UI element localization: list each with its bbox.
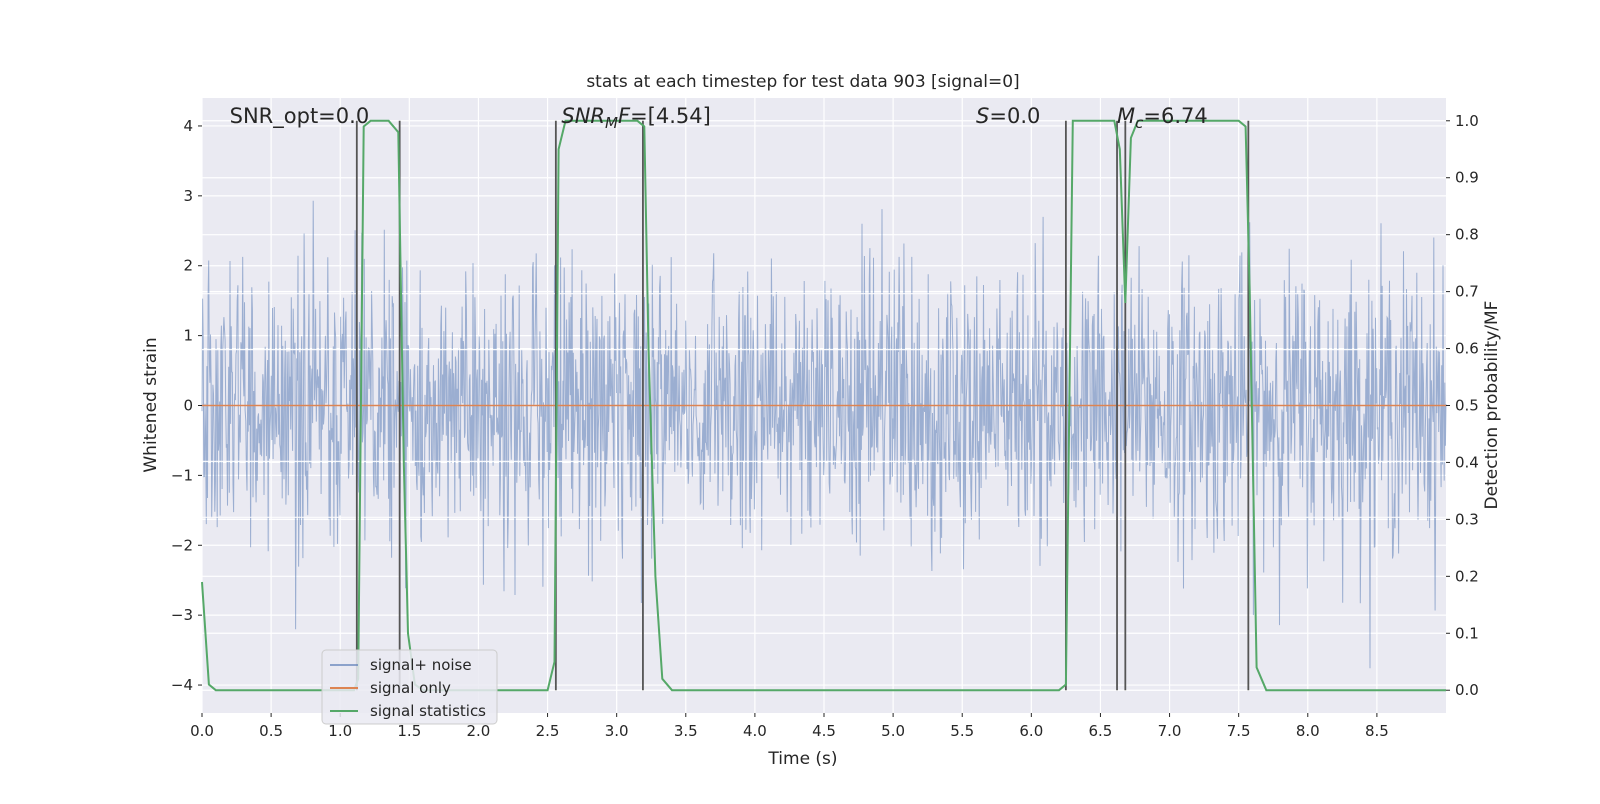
legend-label: signal statistics: [370, 702, 486, 720]
x-tick-label: 1.0: [328, 722, 352, 740]
legend-box: [321, 649, 498, 725]
x-tick-label: 5.0: [881, 722, 905, 740]
x-tick-label: 4.0: [743, 722, 767, 740]
annotation-s-main: S: [976, 104, 989, 128]
y-tick-label: −4: [171, 676, 193, 694]
x-tick-label: 7.5: [1227, 722, 1251, 740]
x-tick-label: 6.0: [1019, 722, 1043, 740]
x-tick-label: 2.0: [467, 722, 491, 740]
y-tick-label: 4: [183, 117, 193, 135]
y2-tick-label: 0.9: [1455, 169, 1479, 187]
legend: signal+ noise signal only signal statistic…: [321, 649, 498, 725]
annotation-snr-mf-main: SNR: [561, 104, 605, 128]
y-tick-label: 3: [183, 187, 193, 205]
y2-tick-label: 0.1: [1455, 624, 1479, 642]
y2-tick-label: 1.0: [1455, 112, 1479, 130]
chart-title: stats at each timestep for test data 903…: [586, 72, 1019, 92]
signal-noise-line: [201, 200, 1447, 669]
x-tick-label: 2.5: [536, 722, 560, 740]
annotation-snr-opt: SNR_opt=0.0: [230, 104, 370, 129]
legend-label: signal+ noise: [370, 656, 472, 674]
x-axis-label: Time (s): [767, 749, 837, 769]
annotation-snr-mf-value: =[4.54]: [630, 104, 711, 128]
signal-statistics-line: [201, 119, 1446, 692]
annotation-mc-value: =6.74: [1143, 104, 1207, 128]
x-tick-label: 8.5: [1365, 722, 1389, 740]
series-signal-statistics: [201, 119, 1446, 692]
tick-labels: 0.0 0.5 1.0 1.5 2.0 2.5 3.0 3.5 4.0 4.5 5.0 5.5 6.0 6…: [171, 112, 1479, 740]
y-tick-label: 1: [183, 327, 193, 345]
x-tick-label: 3.5: [674, 722, 698, 740]
y-tick-label: −1: [171, 466, 193, 484]
y-tick-label: 2: [183, 257, 193, 275]
annotation-snr-mf: SNRMF=[4.54]: [561, 104, 710, 132]
annotation-mc-main: M: [1117, 104, 1135, 128]
y2-tick-label: 0.3: [1455, 510, 1479, 528]
series-signal-noise: [201, 200, 1447, 669]
y-tick-label: −3: [171, 606, 193, 624]
annotations: SNR_opt=0.0 SNRMF=[4.54] S=0.0 Mc=6.74: [230, 104, 1208, 132]
y-axis-label: Whitened strain: [141, 337, 161, 472]
annotation-snr-mf-f: F: [618, 104, 631, 128]
annotation-mc: Mc=6.74: [1117, 104, 1208, 132]
y2-axis-label: Detection probability/MF: [1482, 301, 1502, 510]
x-tick-label: 4.5: [812, 722, 836, 740]
x-tick-label: 6.5: [1089, 722, 1113, 740]
y-tick-label: −2: [171, 536, 193, 554]
x-tick-label: 3.0: [605, 722, 629, 740]
y2-tick-label: 0.0: [1455, 681, 1479, 699]
y2-tick-label: 0.7: [1455, 283, 1479, 301]
y2-tick-label: 0.2: [1455, 567, 1479, 585]
annotation-s: S=0.0: [976, 104, 1040, 128]
x-tick-label: 7.0: [1158, 722, 1182, 740]
x-tick-label: 1.5: [397, 722, 421, 740]
y2-tick-label: 0.6: [1455, 340, 1479, 358]
annotation-snr-mf-sub: M: [605, 114, 618, 132]
x-tick-label: 0.0: [190, 722, 214, 740]
x-tick-label: 8.0: [1296, 722, 1320, 740]
annotation-s-value: =0.0: [989, 104, 1040, 128]
y-tick-label: 0: [183, 397, 193, 415]
annotation-mc-sub: c: [1135, 114, 1144, 132]
x-tick-label: 0.5: [259, 722, 283, 740]
x-tick-label: 5.5: [950, 722, 974, 740]
y2-tick-label: 0.4: [1455, 453, 1479, 471]
y2-tick-label: 0.5: [1455, 397, 1479, 415]
legend-label: signal only: [370, 679, 451, 697]
y2-tick-label: 0.8: [1455, 226, 1479, 244]
